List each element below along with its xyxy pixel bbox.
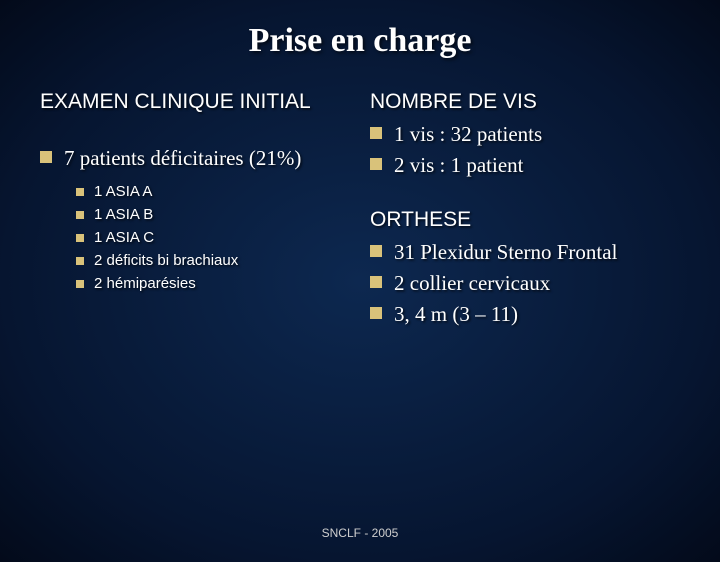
left-main-bullet: 7 patients déficitaires (21%) <box>40 146 350 171</box>
bullet-icon <box>370 307 382 319</box>
bullet-icon <box>370 276 382 288</box>
right-bullet: 2 vis : 1 patient <box>370 153 680 178</box>
left-sub-bullet: 1 ASIA B <box>76 206 350 223</box>
right-bullet: 1 vis : 32 patients <box>370 122 680 147</box>
content-area: EXAMEN CLINIQUE INITIAL 7 patients défic… <box>0 60 720 333</box>
bullet-text: 2 vis : 1 patient <box>394 153 524 178</box>
left-sub-bullet: 2 déficits bi brachiaux <box>76 252 350 269</box>
left-column: EXAMEN CLINIQUE INITIAL 7 patients défic… <box>40 90 360 333</box>
right-bullet: 31 Plexidur Sterno Frontal <box>370 240 680 265</box>
right-bullet: 2 collier cervicaux <box>370 271 680 296</box>
left-sub-bullet: 1 ASIA A <box>76 183 350 200</box>
bullet-icon <box>76 234 84 242</box>
left-sub-bullet: 2 hémiparésies <box>76 275 350 292</box>
bullet-text: 2 déficits bi brachiaux <box>94 252 238 269</box>
left-sub-bullet: 1 ASIA C <box>76 229 350 246</box>
bullet-icon <box>370 127 382 139</box>
bullet-text: 2 hémiparésies <box>94 275 196 292</box>
bullet-icon <box>76 188 84 196</box>
bullet-icon <box>76 257 84 265</box>
bullet-icon <box>370 245 382 257</box>
bullet-text: 1 ASIA A <box>94 183 152 200</box>
bullet-icon <box>370 158 382 170</box>
right-column: NOMBRE DE VIS 1 vis : 32 patients 2 vis … <box>360 90 680 333</box>
bullet-text: 1 ASIA B <box>94 206 153 223</box>
footer-text: SNCLF - 2005 <box>0 526 720 540</box>
slide-title: Prise en charge <box>0 22 720 60</box>
bullet-text: 1 ASIA C <box>94 229 154 246</box>
bullet-text: 31 Plexidur Sterno Frontal <box>394 240 617 265</box>
bullet-text: 7 patients déficitaires (21%) <box>64 146 301 171</box>
right-heading-1: NOMBRE DE VIS <box>370 90 680 114</box>
bullet-text: 1 vis : 32 patients <box>394 122 542 147</box>
right-heading-2: ORTHESE <box>370 208 680 232</box>
bullet-icon <box>40 151 52 163</box>
left-heading: EXAMEN CLINIQUE INITIAL <box>40 90 350 114</box>
bullet-text: 3, 4 m (3 – 11) <box>394 302 518 327</box>
bullet-icon <box>76 211 84 219</box>
bullet-text: 2 collier cervicaux <box>394 271 550 296</box>
right-bullet: 3, 4 m (3 – 11) <box>370 302 680 327</box>
bullet-icon <box>76 280 84 288</box>
